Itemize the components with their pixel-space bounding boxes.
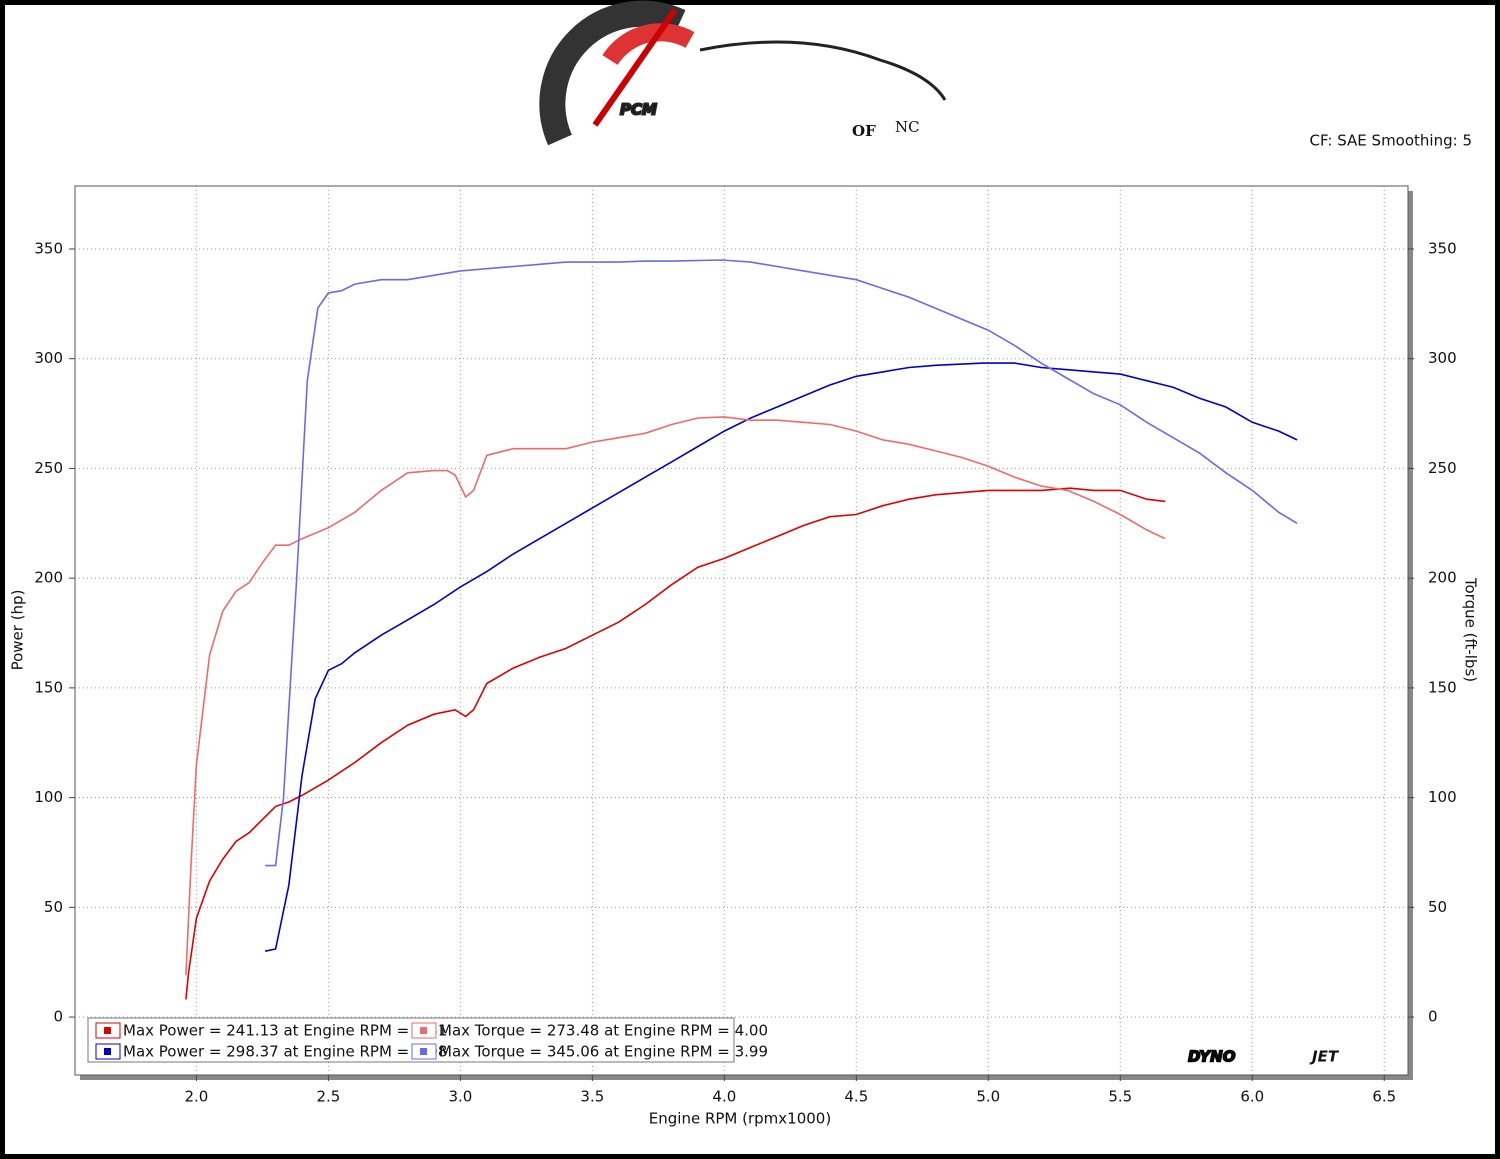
logo: PCM OF NC <box>539 0 947 146</box>
plot-area <box>74 185 1409 1076</box>
y2-tick-label: 100 <box>1428 788 1457 806</box>
y2-tick-label: 0 <box>1428 1008 1438 1026</box>
logo-text: PCM <box>620 101 657 119</box>
y2-tick-label: 50 <box>1428 898 1447 916</box>
x-tick-label: 4.0 <box>712 1088 736 1106</box>
legend-label: Max Power = 241.13 at Engine RPM = 5.31 <box>123 1022 447 1040</box>
series-line <box>185 487 1166 1000</box>
series-line <box>264 362 1298 952</box>
x-tick-label: 2.5 <box>316 1088 340 1106</box>
y-tick-label: 50 <box>44 898 63 916</box>
legend-label: Max Torque = 273.48 at Engine RPM = 4.00 <box>439 1022 768 1040</box>
x-tick-label: 2.0 <box>184 1088 208 1106</box>
legend-label: Max Torque = 345.06 at Engine RPM = 3.99 <box>439 1043 768 1061</box>
y2-tick-label: 200 <box>1428 569 1457 587</box>
y-tick-label: 350 <box>34 239 63 257</box>
series-line <box>265 259 1298 867</box>
legend-swatch-fill <box>420 1048 427 1055</box>
x-axis-label: Engine RPM (rpmx1000) <box>649 1110 831 1128</box>
x-tick-label: 3.5 <box>580 1088 604 1106</box>
x-tick-label: 6.0 <box>1240 1088 1264 1106</box>
brand: DYNO JET <box>1187 1047 1340 1067</box>
series-line <box>185 416 1166 976</box>
y-tick-label: 200 <box>34 569 63 587</box>
brand-part: JET <box>1309 1048 1340 1066</box>
y-tick-label: 300 <box>34 349 63 367</box>
y2-tick-label: 350 <box>1428 239 1457 257</box>
legend-swatch-fill <box>104 1048 111 1055</box>
y2-tick-label: 150 <box>1428 678 1457 696</box>
legend-box <box>87 1017 735 1063</box>
y-axis-label: Power (hp) <box>9 590 27 671</box>
x-tick-label: 4.5 <box>844 1088 868 1106</box>
y-tick-label: 150 <box>34 678 63 696</box>
y2-tick-label: 300 <box>1428 349 1457 367</box>
logo-suffix: NC <box>895 118 920 136</box>
annotation: CF: SAE Smoothing: 5 <box>1309 132 1472 150</box>
y2-tick-label: 250 <box>1428 459 1457 477</box>
y-tick-label: 100 <box>34 788 63 806</box>
x-tick-label: 6.5 <box>1372 1088 1396 1106</box>
legend: Max Power = 241.13 at Engine RPM = 5.31M… <box>87 1017 768 1063</box>
legend-label: Max Power = 298.37 at Engine RPM = 4.98 <box>123 1043 447 1061</box>
legend-swatch-fill <box>420 1027 427 1034</box>
y-tick-label: 250 <box>34 459 63 477</box>
legend-swatch-fill <box>104 1027 111 1034</box>
y2-axis-label: Torque (ft-lbs) <box>1462 577 1480 682</box>
x-tick-label: 5.0 <box>976 1088 1000 1106</box>
y-tick-label: 0 <box>53 1008 63 1026</box>
x-tick-label: 3.0 <box>448 1088 472 1106</box>
logo-small: OF <box>852 122 876 140</box>
x-tick-label: 5.5 <box>1108 1088 1132 1106</box>
brand-part: DYNO <box>1188 1048 1236 1066</box>
